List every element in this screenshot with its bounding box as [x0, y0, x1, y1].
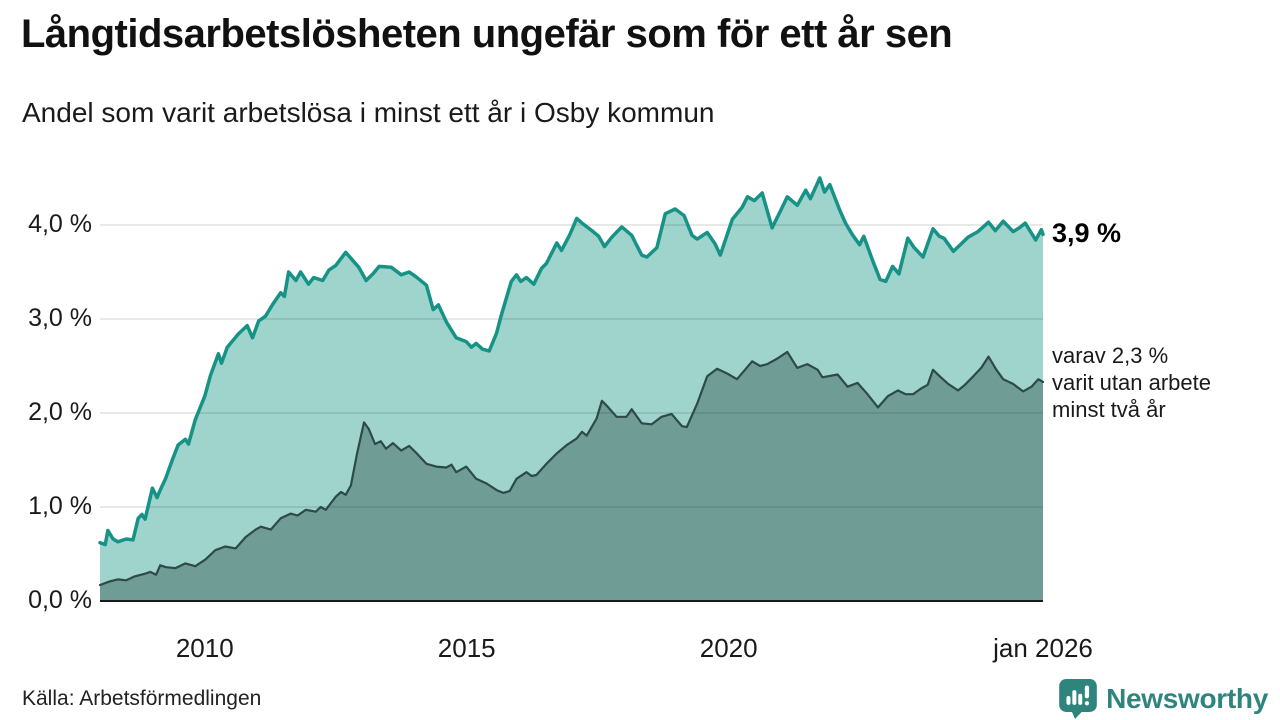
y-tick-label: 4,0 %: [28, 210, 92, 238]
sub-annotation-line: varav 2,3 %: [1052, 342, 1169, 368]
newsworthy-logo-text: Newsworthy: [1106, 683, 1268, 714]
x-tick-label: 2015: [437, 633, 496, 663]
x-tick-label: 2010: [175, 633, 234, 663]
y-tick-label: 1,0 %: [28, 492, 92, 520]
y-tick-label: 3,0 %: [28, 304, 92, 332]
chart-subtitle: Andel som varit arbetslösa i minst ett å…: [22, 97, 715, 128]
y-tick-label: 0,0 %: [28, 586, 92, 614]
source-note: Källa: Arbetsförmedlingen: [22, 687, 262, 710]
sub-annotation-line: minst två år: [1052, 396, 1166, 422]
newsworthy-logo-icon: [1059, 679, 1097, 719]
end-value-label: 3,9 %: [1052, 218, 1122, 249]
sub-annotation: varav 2,3 % varit utan arbete minst två …: [1052, 342, 1272, 423]
page-title: Långtidsarbetslösheten ungefär som för e…: [21, 12, 953, 56]
sub-annotation-line: varit utan arbete: [1052, 369, 1211, 395]
y-tick-label: 2,0 %: [28, 398, 92, 426]
newsworthy-logo[interactable]: Newsworthy: [1059, 679, 1268, 719]
x-tick-label: jan 2026: [993, 633, 1093, 663]
x-tick-label: 2020: [699, 633, 758, 663]
